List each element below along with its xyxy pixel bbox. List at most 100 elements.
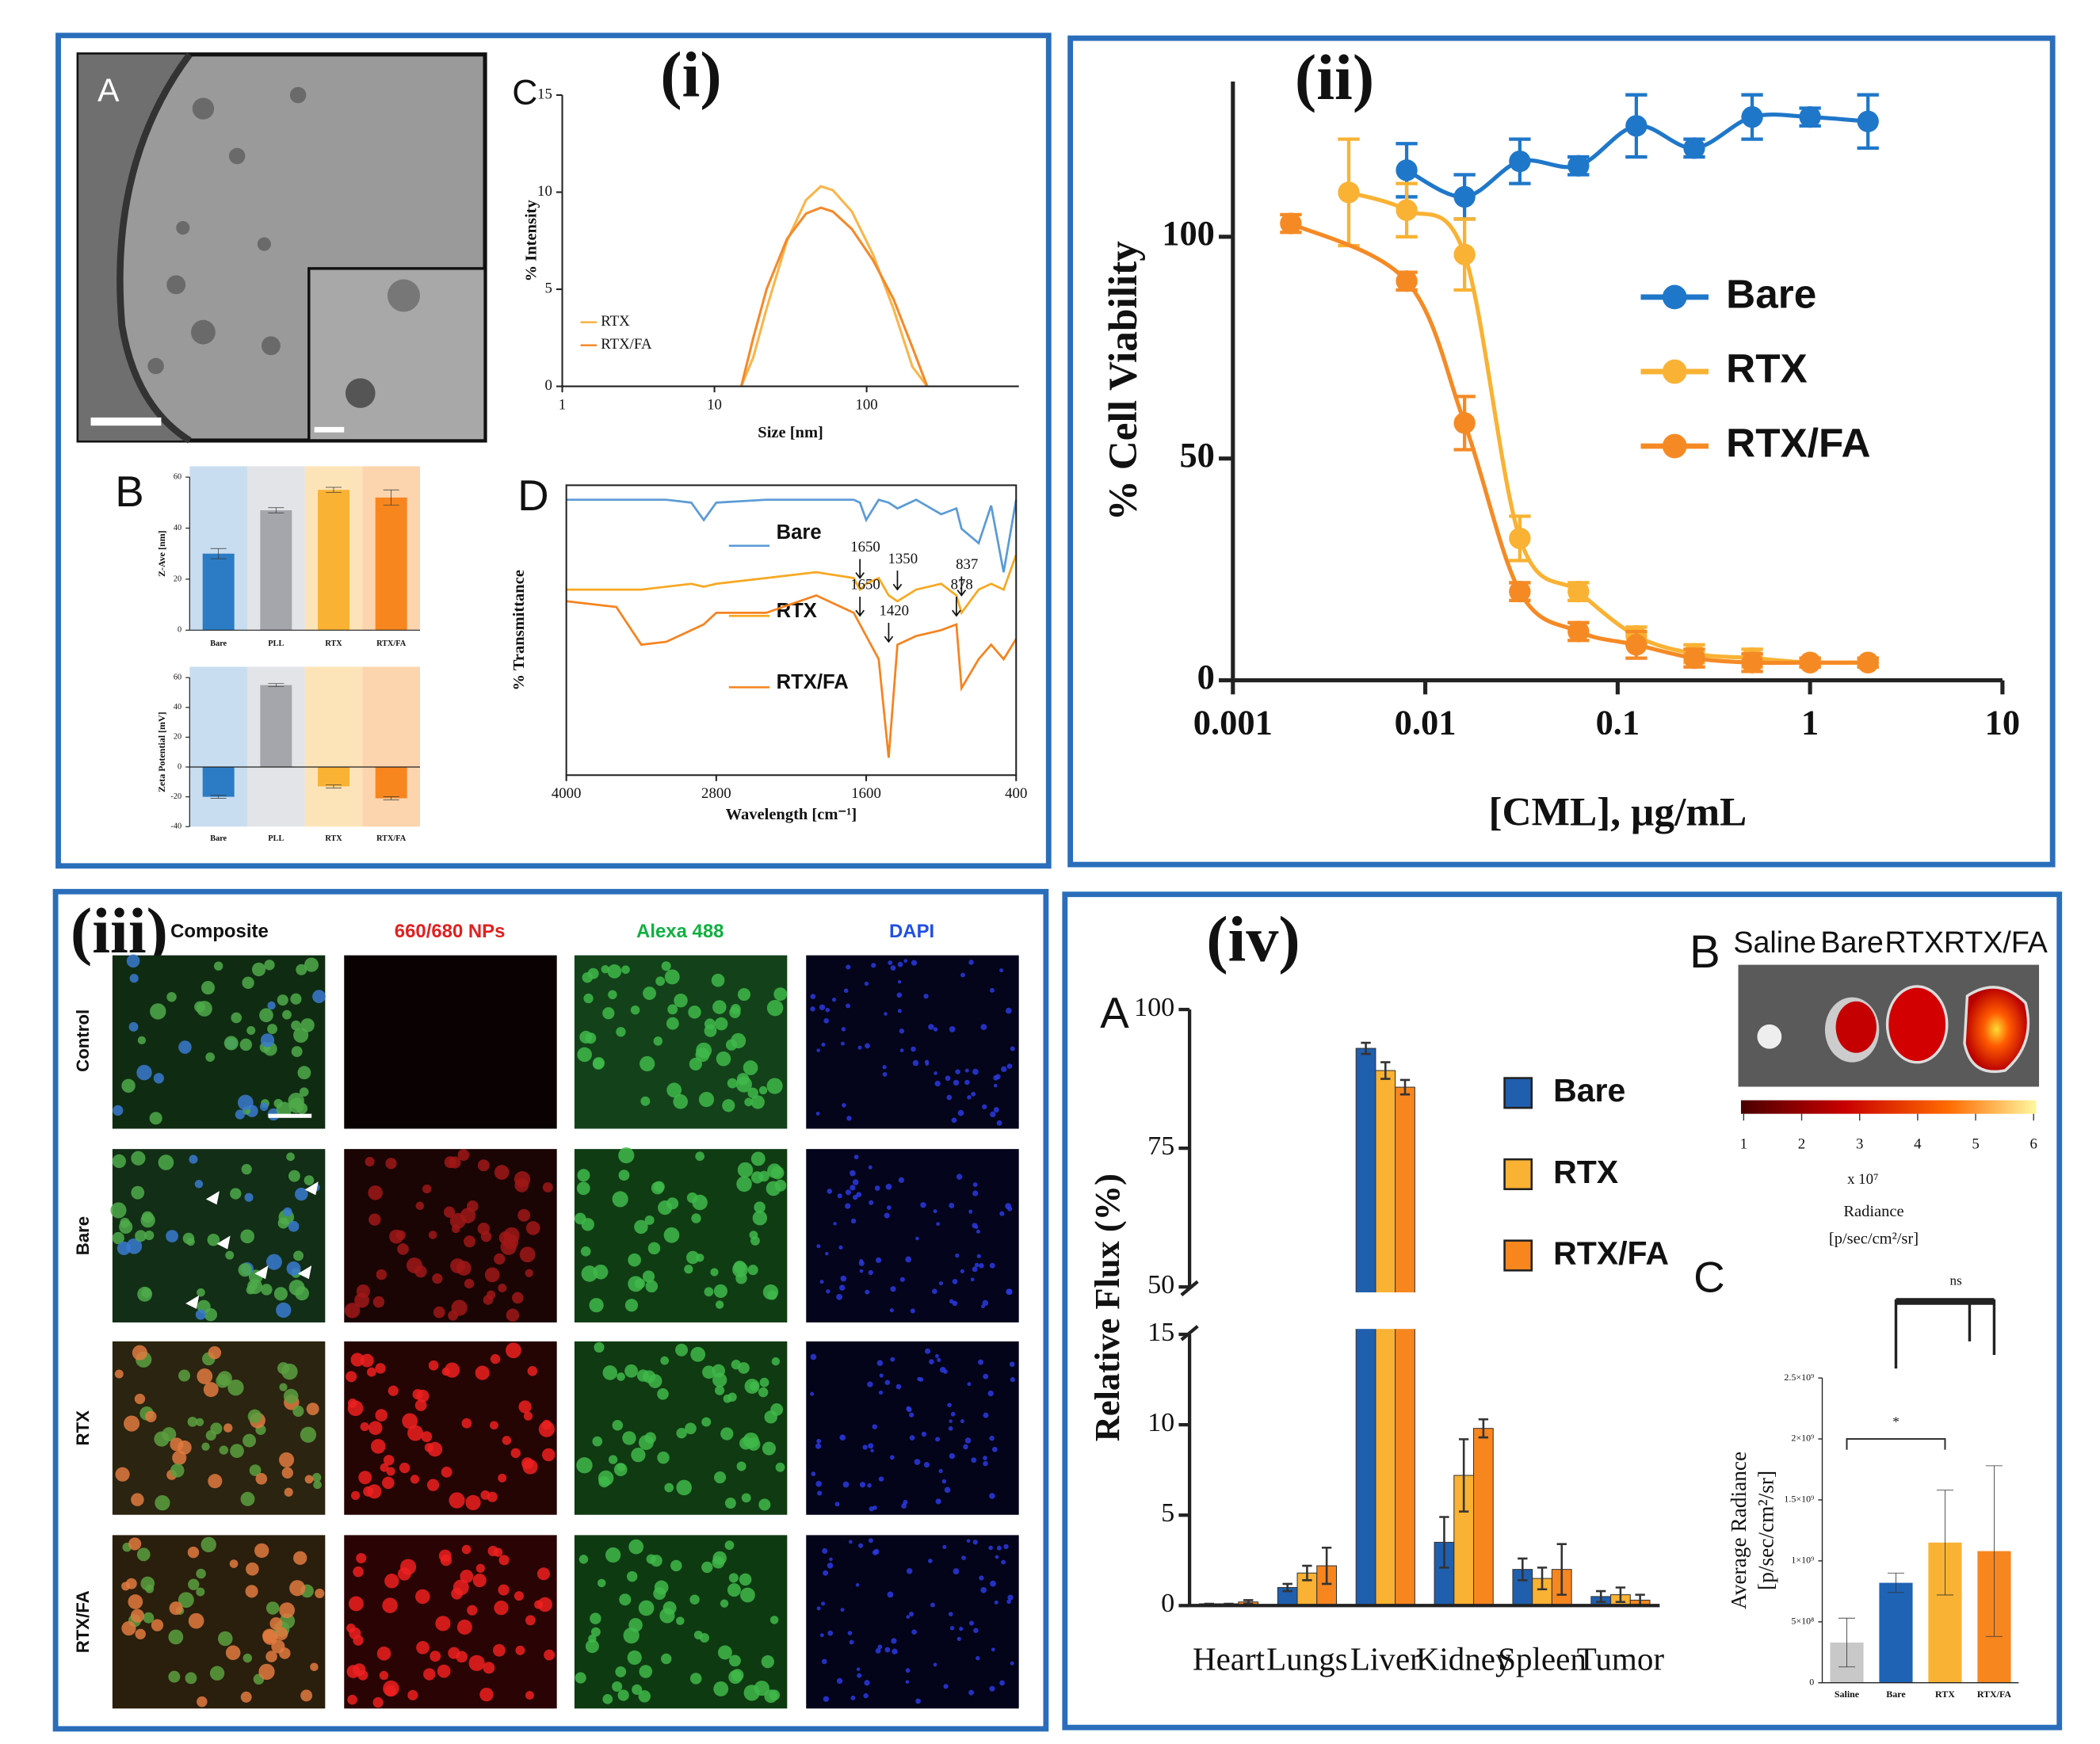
bar [202,767,235,797]
cell [712,1364,725,1378]
cell [264,960,275,971]
cell [758,1086,768,1095]
cell [994,1600,998,1605]
cell [935,1498,941,1505]
cell [810,1006,815,1012]
cell [980,1586,987,1593]
cell [380,1463,389,1472]
tem-grid-line [116,52,193,444]
bar [260,509,292,631]
cell [914,1459,921,1465]
cell [376,1269,388,1280]
annotation-label: 1650 [850,577,880,593]
cell [642,1370,656,1383]
cell [957,1109,964,1116]
cell [402,1413,418,1429]
cell [754,1201,766,1213]
bar [318,490,349,631]
cell [769,1616,779,1624]
cell [873,1548,880,1555]
series-line [566,593,1018,758]
cell [744,1379,760,1395]
cell [947,1402,952,1408]
x-tick-label: Kidney [1416,1641,1512,1677]
cell [578,1555,589,1564]
cell [949,1419,953,1423]
cell [608,1455,618,1464]
colorbar-title: Radiance [1843,1203,1903,1220]
cell [827,1630,834,1636]
cell [676,1479,693,1496]
cell [955,1253,960,1258]
cell [927,1559,933,1563]
cell [428,1231,437,1239]
cell [365,1157,375,1167]
cell [815,1443,822,1449]
cell [829,1557,833,1562]
cell [845,1203,851,1209]
cell [577,1169,590,1182]
cell [208,1345,222,1360]
cell [887,1205,892,1210]
cell [356,1284,370,1299]
data-point [1683,137,1705,159]
cell [313,1480,322,1490]
legend-label: Bare [1553,1072,1625,1109]
y-tick-label: -20 [170,792,181,801]
cell [845,1189,851,1196]
legend-label: RTX [1553,1154,1618,1190]
cell [304,1475,314,1484]
cell [155,1495,170,1511]
cell [135,1230,147,1242]
cell [875,1647,881,1654]
cell [889,1455,895,1460]
x-tick-label: RTX [325,639,342,648]
cell [999,1680,1005,1686]
cell [925,1348,931,1354]
cell [602,1365,618,1380]
cell [282,1009,292,1020]
cell [825,1251,829,1256]
cell [993,1083,998,1088]
cell [674,993,688,1008]
x-tick-label: 4000 [552,785,582,802]
cell [601,965,609,974]
cell [885,1183,892,1190]
cell [1001,1066,1007,1073]
cell [384,1574,399,1589]
cell [747,1087,758,1099]
category-band [362,666,420,827]
y-tick-label: 100 [1162,213,1215,253]
cell [905,1256,912,1263]
cell [704,1287,714,1297]
cell [701,1561,713,1574]
group-label: Saline [1733,925,1816,959]
cell [383,1455,395,1466]
cell [872,1505,877,1510]
cell [766,999,784,1017]
cell [201,1442,210,1451]
subpanel-label: A [1100,988,1129,1037]
cell [972,1182,978,1188]
cell [140,1212,155,1228]
cell [865,1043,870,1049]
cell [859,1269,864,1273]
y-axis-label: Zeta Potential [mV] [156,712,167,792]
cell [915,1698,921,1704]
annotation-arrow [884,623,894,643]
cell [628,1276,644,1292]
cell [847,1631,853,1635]
cell [284,1487,293,1497]
cell [120,1217,130,1228]
cell [872,1424,877,1429]
cell [951,1117,957,1124]
cell [296,964,307,975]
y-tick-label: 10 [1147,1408,1174,1437]
cell [831,998,837,1002]
cell [988,1545,993,1551]
cell [490,1421,498,1430]
cell [121,1620,136,1636]
cell [178,1040,192,1054]
cell [360,1422,369,1432]
